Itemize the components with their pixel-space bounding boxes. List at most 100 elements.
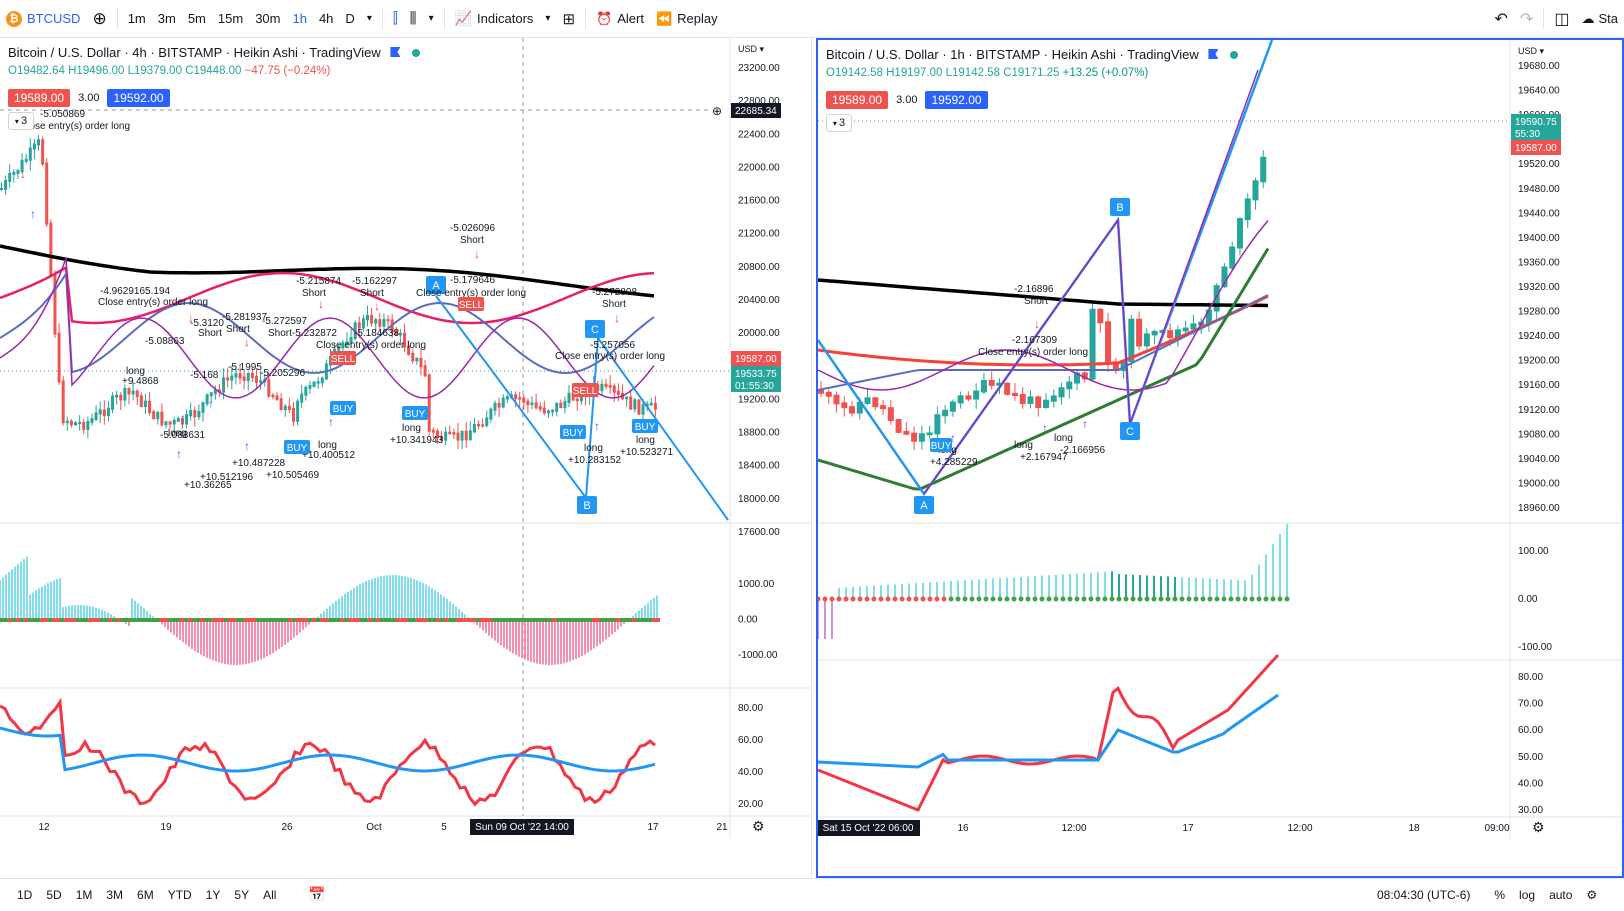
osc-zero-dot	[857, 596, 863, 602]
cloud-save-button[interactable]: ☁ Sta	[1575, 0, 1624, 38]
trade-annotation: +10.505469	[266, 470, 320, 481]
collapse-count: 3	[838, 117, 846, 129]
right-chart-pane[interactable]: USD ▾19680.0019640.0019600.0019560.00195…	[816, 38, 1624, 878]
trade-annotation: long	[636, 435, 655, 446]
candle-body	[213, 389, 217, 395]
compare-add-icon[interactable]: ⊕	[92, 8, 107, 28]
osc-zero-dot	[1214, 596, 1220, 602]
osc-zero-dot	[648, 618, 652, 622]
range-ytd[interactable]: YTD	[167, 887, 192, 902]
trade-annotation: long	[1054, 433, 1073, 444]
osc-zero-dot	[628, 618, 632, 622]
trade-annotation: -2.16896	[1014, 284, 1054, 295]
osc-zero-dot	[328, 618, 332, 622]
sell-button[interactable]: 19589.00	[826, 91, 889, 109]
indicators-button[interactable]: 📈 Indicators	[449, 0, 540, 38]
chart-type-chevron-icon[interactable]: ▾	[428, 13, 434, 24]
ohlc-close: C19171.25	[1003, 67, 1060, 79]
price-tick-label: 23200.00	[738, 63, 780, 74]
redo-icon[interactable]: ↷	[1519, 10, 1534, 28]
down-arrow-icon: ↓	[374, 299, 380, 313]
candle-body	[296, 400, 300, 422]
interval-4h[interactable]: 4h	[318, 11, 334, 26]
range-5y[interactable]: 5Y	[234, 887, 250, 902]
osc-zero-dot	[280, 618, 284, 622]
auto-toggle[interactable]: auto	[1549, 888, 1573, 902]
interval-dropdown-chevron-icon[interactable]: ▾	[366, 13, 372, 24]
replay-button[interactable]: ⏪ Replay	[650, 0, 724, 38]
log-toggle[interactable]: log	[1519, 888, 1536, 902]
left-chart-pane[interactable]: USD ▾ 23200.00 22800.00 22400.00 22000.00 216…	[0, 38, 812, 878]
candle-body	[94, 412, 98, 420]
trade-annotation: long	[1014, 440, 1033, 451]
price-tick-label: 20800.00	[738, 262, 780, 273]
osc-zero-dot	[612, 618, 616, 622]
osc-zero-dot	[1242, 596, 1248, 602]
alert-button[interactable]: ⏰ Alert	[590, 0, 650, 38]
interval-1m[interactable]: 1m	[127, 11, 146, 26]
candle-body	[949, 401, 956, 412]
interval-d[interactable]: D	[345, 11, 355, 26]
indicators-chevron-icon[interactable]: ▾	[545, 13, 551, 24]
crosshair-date-box	[470, 819, 574, 835]
candle-body	[637, 399, 641, 415]
indicators-collapse-button[interactable]: ▾ 3	[826, 114, 852, 132]
candle-body	[189, 410, 193, 417]
sell-marker-label: SELL	[573, 386, 598, 397]
interval-5m[interactable]: 5m	[187, 11, 206, 26]
osc-zero-dot	[128, 618, 132, 622]
osc-zero-dot	[829, 596, 835, 602]
osc-zero-dot	[990, 596, 996, 602]
candle-body	[8, 172, 12, 182]
percent-toggle[interactable]: %	[1494, 888, 1506, 902]
left-chart-canvas[interactable]: USD ▾23200.0022800.0022400.0022000.00216…	[0, 38, 812, 878]
right-chart-canvas[interactable]: USD ▾19680.0019640.0019600.0019560.00195…	[818, 40, 1622, 876]
candle-body	[1151, 330, 1158, 336]
range-6m[interactable]: 6M	[137, 887, 154, 902]
undo-icon[interactable]: ↶	[1494, 10, 1508, 28]
symbol-search[interactable]: ₿ BTCUSD	[0, 0, 86, 38]
sell-button[interactable]: 19589.00	[8, 89, 71, 107]
osc-zero-dot	[1249, 596, 1255, 602]
candle-body	[242, 376, 246, 381]
osc-zero-dot	[997, 596, 1003, 602]
osc-zero-dot	[36, 618, 40, 622]
range-1m[interactable]: 1M	[75, 887, 93, 902]
trade-annotation: +10.523271	[620, 447, 674, 458]
trade-annotation: -5.168	[190, 370, 219, 381]
range-5d[interactable]: 5D	[46, 887, 62, 902]
range-all[interactable]: All	[263, 887, 277, 902]
trade-annotation: Close entry(s) order long	[316, 340, 426, 351]
candle-body	[485, 417, 489, 427]
osc-zero-dot	[168, 618, 172, 622]
bar-style-icon[interactable]: ⫿	[392, 10, 398, 27]
interval-15m[interactable]: 15m	[217, 11, 244, 26]
date-tick-label: 5	[441, 822, 447, 833]
settings-gear-icon[interactable]: ⚙	[1586, 888, 1598, 902]
buy-button[interactable]: 19592.00	[107, 89, 170, 107]
trade-annotation: Close entry(s) order long	[98, 297, 208, 308]
pattern-point-label: C	[1126, 426, 1134, 438]
interval-3m[interactable]: 3m	[157, 11, 176, 26]
range-1y[interactable]: 1Y	[205, 887, 221, 902]
trade-annotation: -5.257056	[590, 340, 635, 351]
select-layout-icon[interactable]: ◫	[1554, 10, 1570, 28]
candle-body	[427, 374, 431, 432]
interval-1h[interactable]: 1h	[292, 11, 307, 26]
indicators-collapse-button[interactable]: ▾ 3	[8, 112, 34, 130]
candle-body	[69, 420, 73, 426]
osc-zero-dot	[144, 618, 148, 622]
countdown-label: 01:55:30	[735, 381, 774, 392]
range-1d[interactable]: 1D	[17, 887, 33, 902]
range-3m[interactable]: 3M	[106, 887, 124, 902]
layout-grid-icon[interactable]: ⊞	[562, 10, 576, 28]
candle-body	[1019, 394, 1026, 404]
candle-body	[633, 399, 637, 410]
goto-date-icon[interactable]: 📅	[308, 886, 326, 902]
candle-type-icon[interactable]: ⫼	[409, 10, 417, 27]
osc-zero-dot	[152, 618, 156, 622]
osc-zero-dot	[8, 618, 12, 622]
up-arrow-icon: ↑	[950, 431, 956, 445]
interval-30m[interactable]: 30m	[255, 11, 281, 26]
buy-button[interactable]: 19592.00	[925, 91, 988, 109]
